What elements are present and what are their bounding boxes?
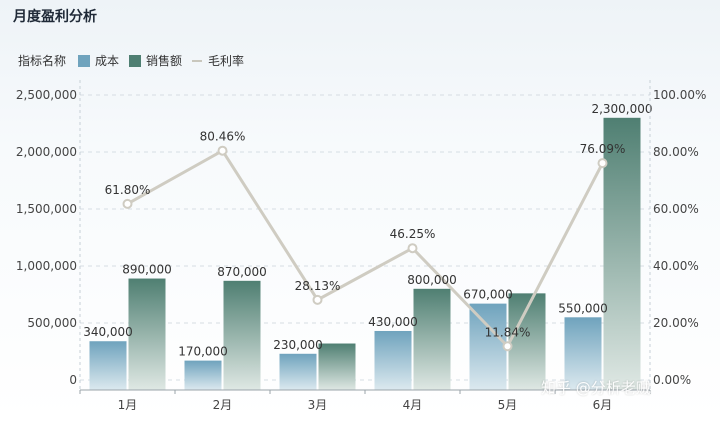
bar-cost [374,330,412,390]
data-label-cost: 670,000 [463,288,513,302]
point-margin [217,145,228,156]
data-label-margin: 80.46% [200,130,246,144]
chart-title: 月度盈利分析 [13,9,97,25]
y-left-tick-label: 1,000,000 [16,259,77,273]
legend-swatch-sales [129,54,142,67]
y-left-tick-label: 500,000 [27,316,77,330]
legend-item-margin[interactable]: 毛利率 [192,52,244,69]
point-margin [122,198,133,209]
data-label-margin: 76.09% [580,142,626,156]
data-label-sales: 890,000 [122,263,172,277]
x-tick-label: 6月 [593,398,613,412]
point-margin [597,158,608,169]
point-margin [407,243,418,254]
x-tick-label: 5月 [498,398,518,412]
bar-cost [469,303,507,390]
bar-sales [318,343,356,390]
data-label-sales: 2,300,000 [591,102,652,116]
data-label-margin: 28.13% [295,279,341,293]
data-label-cost: 430,000 [368,315,418,329]
y-right-tick-label: 60.00% [653,202,699,216]
data-label-sales: 870,000 [217,265,267,279]
y-right-tick-label: 40.00% [653,259,699,273]
legend-label: 指标名称 [18,54,67,68]
legend: 指标名称 成本 销售额 毛利率 [18,52,254,69]
bar-cost [89,341,127,390]
legend-swatch-margin [192,59,203,62]
y-right-tick-label: 100.00% [653,88,706,102]
legend-text-sales: 销售额 [146,54,183,68]
bar-sales [603,117,641,391]
bar-cost [564,317,602,390]
point-margin [312,294,323,305]
legend-text-cost: 成本 [95,54,120,68]
legend-text-margin: 毛利率 [208,54,245,68]
legend-swatch-cost [78,54,91,67]
point-margin [502,341,513,352]
legend-item-cost[interactable]: 成本 [78,52,119,69]
line-margin [126,148,604,349]
legend-item-sales[interactable]: 销售额 [129,52,182,69]
y-left-tick-label: 2,000,000 [16,145,77,159]
y-right-tick-label: 20.00% [653,316,699,330]
x-tick-label: 2月 [213,398,233,412]
bar-cost [184,360,222,390]
data-label-cost: 550,000 [558,301,608,315]
bar-cost [279,353,317,390]
y-right-tick-label: 80.00% [653,145,699,159]
bar-sales [128,278,166,390]
data-label-margin: 61.80% [105,183,151,197]
x-tick-label: 4月 [403,398,423,412]
bar-sales [413,288,451,390]
data-label-cost: 170,000 [178,345,228,359]
y-left-tick-label: 1,500,000 [16,202,77,216]
y-right-tick-label: 0.00% [653,373,691,387]
data-label-cost: 230,000 [273,338,323,352]
watermark: 知乎 @分析老贼 [541,379,651,397]
bar-sales [223,280,261,390]
data-label-sales: 800,000 [407,273,457,287]
x-tick-label: 1月 [118,398,138,412]
data-label-cost: 340,000 [83,325,133,339]
y-left-tick-label: 2,500,000 [16,88,77,102]
x-tick-label: 3月 [308,398,328,412]
data-label-margin: 46.25% [390,227,436,241]
y-left-tick-label: 0 [69,373,77,387]
data-label-margin: 11.84% [485,325,531,339]
